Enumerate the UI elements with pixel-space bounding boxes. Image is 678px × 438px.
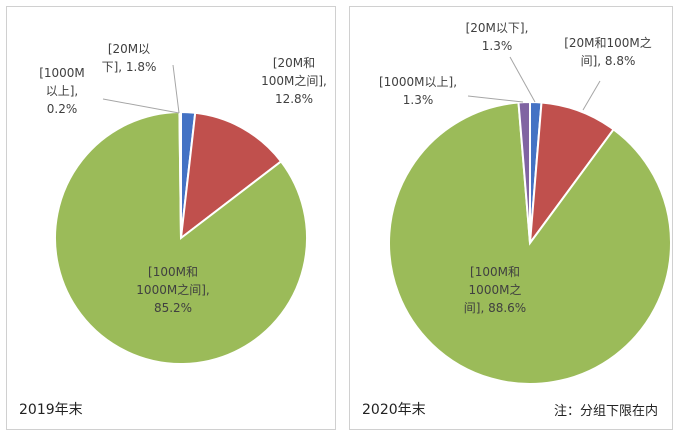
slice-label-1-1: [20M和100M之间], 8.8% [564,36,652,68]
pie-chart-2020: [20M以下], 1.3% [20M和100M之间], 8.8% [100M和 1000… [379,21,672,385]
leader-line-0-0 [172,64,180,114]
pie-chart-2019: [20M以下], 1.8% [20M和 100M之间], 12.8% [100M和 100… [39,42,327,365]
pie-slice-0-1 [179,111,283,241]
pie-panel-2020: [20M以下], 1.3% [20M和100M之间], 8.8% [100M和 1000… [349,6,673,430]
pie-slice-1-3 [517,100,531,244]
slice-label-1-2: [100M和 1000M之间], 88.6% [464,265,526,315]
leader-line-0-3 [102,98,180,114]
slice-label-0-1: [20M和 100M之间], 12.8% [261,56,327,106]
chart-caption-2020: 2020年末 [362,402,426,418]
slice-label-0-2: [100M和 1000M之间], 85.2% [136,265,209,315]
slice-label-0-3: [1000M 以上], 0.2% [39,66,85,116]
slice-label-1-3: [1000M以上], 1.3% [379,75,457,107]
pie-slice-0-3 [178,110,182,239]
leader-line-1-0 [509,56,536,103]
chart-caption-2019: 2019年末 [19,402,83,418]
pie-slice-0-2 [54,110,308,365]
leader-line-1-1 [582,80,601,111]
footnote: 注：分组下限在内 [553,404,658,419]
slice-label-0-0: [20M以下], 1.8% [102,42,157,74]
leader-line-1-3 [467,95,524,103]
pie-slice-1-2 [388,101,672,385]
slice-label-1-0: [20M以下], 1.3% [466,21,529,53]
pie-panel-2019: [20M以下], 1.8% [20M和 100M之间], 12.8% [100M和 100… [6,6,336,430]
